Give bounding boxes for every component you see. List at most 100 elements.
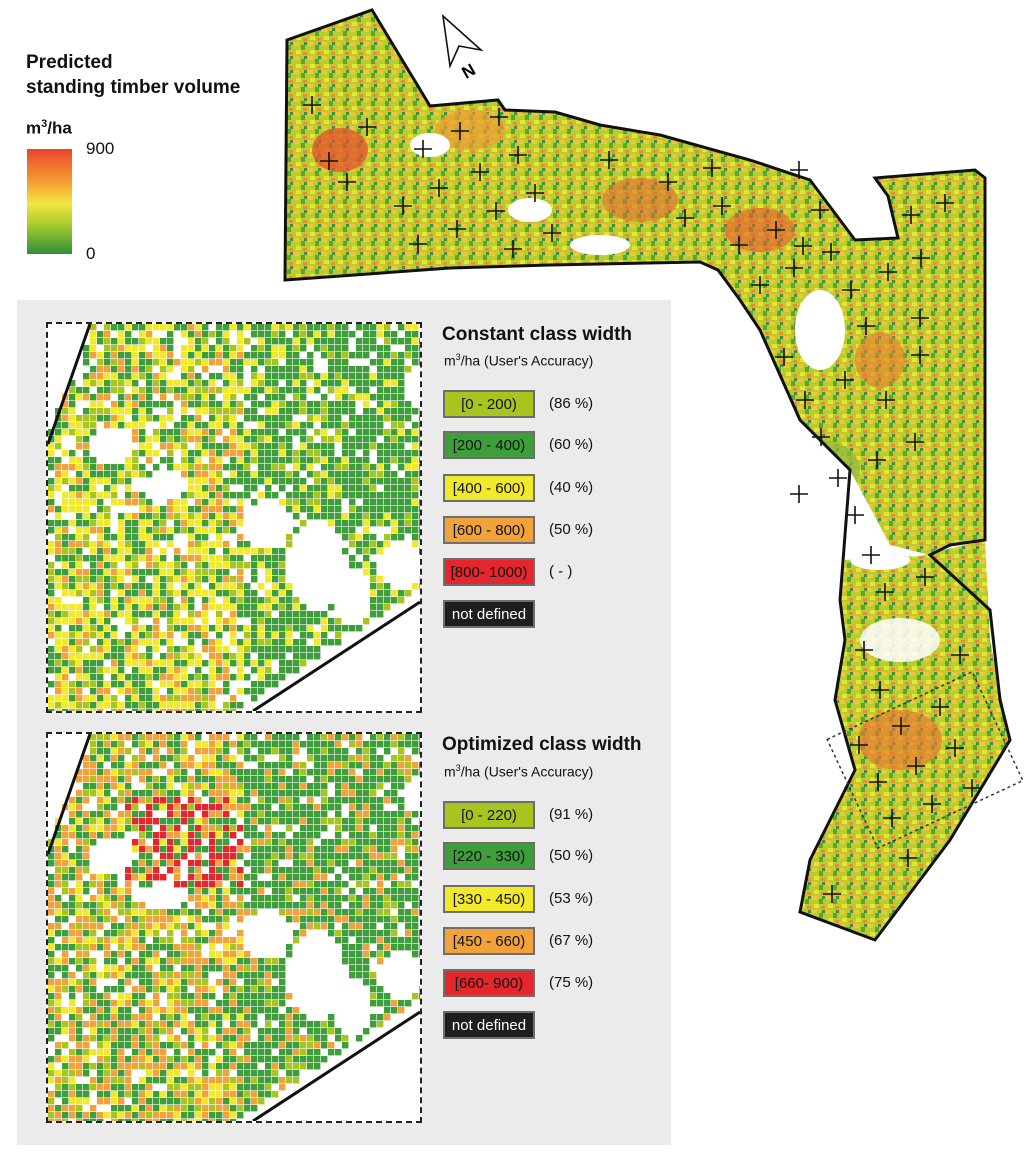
- raster-cell: [125, 562, 132, 569]
- raster-cell: [412, 902, 419, 909]
- raster-cell: [265, 902, 272, 909]
- raster-cell: [230, 457, 237, 464]
- raster-cell: [258, 1084, 265, 1091]
- raster-cell: [349, 513, 356, 520]
- raster-cell: [419, 902, 420, 909]
- raster-cell: [202, 888, 209, 895]
- raster-cell: [104, 1056, 111, 1063]
- raster-cell: [174, 548, 181, 555]
- raster-cell: [160, 762, 167, 769]
- raster-cell: [307, 811, 314, 818]
- raster-cell: [83, 709, 90, 711]
- raster-cell: [258, 1035, 265, 1042]
- raster-cell: [181, 597, 188, 604]
- raster-cell: [104, 534, 111, 541]
- raster-cell: [251, 359, 258, 366]
- raster-cell: [405, 513, 412, 520]
- raster-cell: [384, 951, 391, 958]
- raster-cell: [272, 972, 279, 979]
- raster-cell: [174, 702, 181, 709]
- raster-cell: [209, 986, 216, 993]
- raster-cell: [97, 464, 104, 471]
- raster-cell: [370, 937, 377, 944]
- raster-cell: [167, 331, 174, 338]
- raster-cell: [83, 958, 90, 965]
- raster-cell: [118, 373, 125, 380]
- raster-cell: [384, 902, 391, 909]
- raster-cell: [279, 874, 286, 881]
- raster-cell: [90, 776, 97, 783]
- raster-cell: [223, 867, 230, 874]
- raster-cell: [244, 464, 251, 471]
- raster-cell: [76, 653, 83, 660]
- raster-cell: [48, 660, 55, 667]
- raster-cell: [174, 986, 181, 993]
- raster-cell: [237, 1014, 244, 1021]
- raster-cell: [48, 478, 55, 485]
- raster-cell: [188, 993, 195, 1000]
- raster-cell: [237, 380, 244, 387]
- raster-cell: [293, 832, 300, 839]
- raster-cell: [279, 345, 286, 352]
- raster-cell: [216, 979, 223, 986]
- raster-cell: [216, 611, 223, 618]
- raster-cell: [237, 1070, 244, 1077]
- raster-cell: [153, 1070, 160, 1077]
- raster-cell: [286, 909, 293, 916]
- raster-cell: [293, 639, 300, 646]
- raster-cell: [412, 930, 419, 937]
- raster-cell: [83, 492, 90, 499]
- raster-cell: [356, 902, 363, 909]
- raster-cell: [125, 646, 132, 653]
- raster-cell: [195, 331, 202, 338]
- raster-cell: [111, 485, 118, 492]
- raster-cell: [321, 352, 328, 359]
- raster-cell: [384, 450, 391, 457]
- raster-cell: [69, 618, 76, 625]
- raster-cell: [153, 345, 160, 352]
- raster-cell: [118, 604, 125, 611]
- raster-cell: [111, 769, 118, 776]
- raster-cell: [363, 534, 370, 541]
- raster-cell: [412, 748, 419, 755]
- raster-cell: [251, 443, 258, 450]
- raster-cell: [132, 769, 139, 776]
- raster-cell: [244, 394, 251, 401]
- raster-cell: [188, 979, 195, 986]
- raster-cell: [286, 422, 293, 429]
- raster-cell: [132, 555, 139, 562]
- raster-cell: [279, 450, 286, 457]
- raster-cell: [146, 1007, 153, 1014]
- raster-cell: [328, 888, 335, 895]
- raster-cell: [139, 506, 146, 513]
- raster-cell: [300, 888, 307, 895]
- raster-cell: [223, 958, 230, 965]
- raster-cell: [335, 464, 342, 471]
- raster-cell: [188, 506, 195, 513]
- raster-cell: [356, 923, 363, 930]
- raster-cell: [307, 646, 314, 653]
- raster-cell: [48, 590, 55, 597]
- raster-cell: [160, 839, 167, 846]
- unit-suffix: /ha: [47, 118, 72, 138]
- raster-cell: [328, 520, 335, 527]
- raster-cell: [265, 660, 272, 667]
- raster-cell: [314, 804, 321, 811]
- raster-cell: [111, 755, 118, 762]
- raster-cell: [174, 562, 181, 569]
- raster-cell: [181, 1112, 188, 1119]
- raster-cell: [293, 464, 300, 471]
- raster-cell: [111, 783, 118, 790]
- raster-cell: [335, 811, 342, 818]
- raster-cell: [321, 632, 328, 639]
- raster-cell: [321, 797, 328, 804]
- raster-cell: [62, 1007, 69, 1014]
- raster-cell: [188, 702, 195, 709]
- raster-cell: [251, 667, 258, 674]
- raster-cell: [356, 874, 363, 881]
- raster-cell: [216, 583, 223, 590]
- raster-cell: [62, 702, 69, 709]
- raster-cell: [384, 916, 391, 923]
- raster-cell: [97, 387, 104, 394]
- raster-cell: [335, 471, 342, 478]
